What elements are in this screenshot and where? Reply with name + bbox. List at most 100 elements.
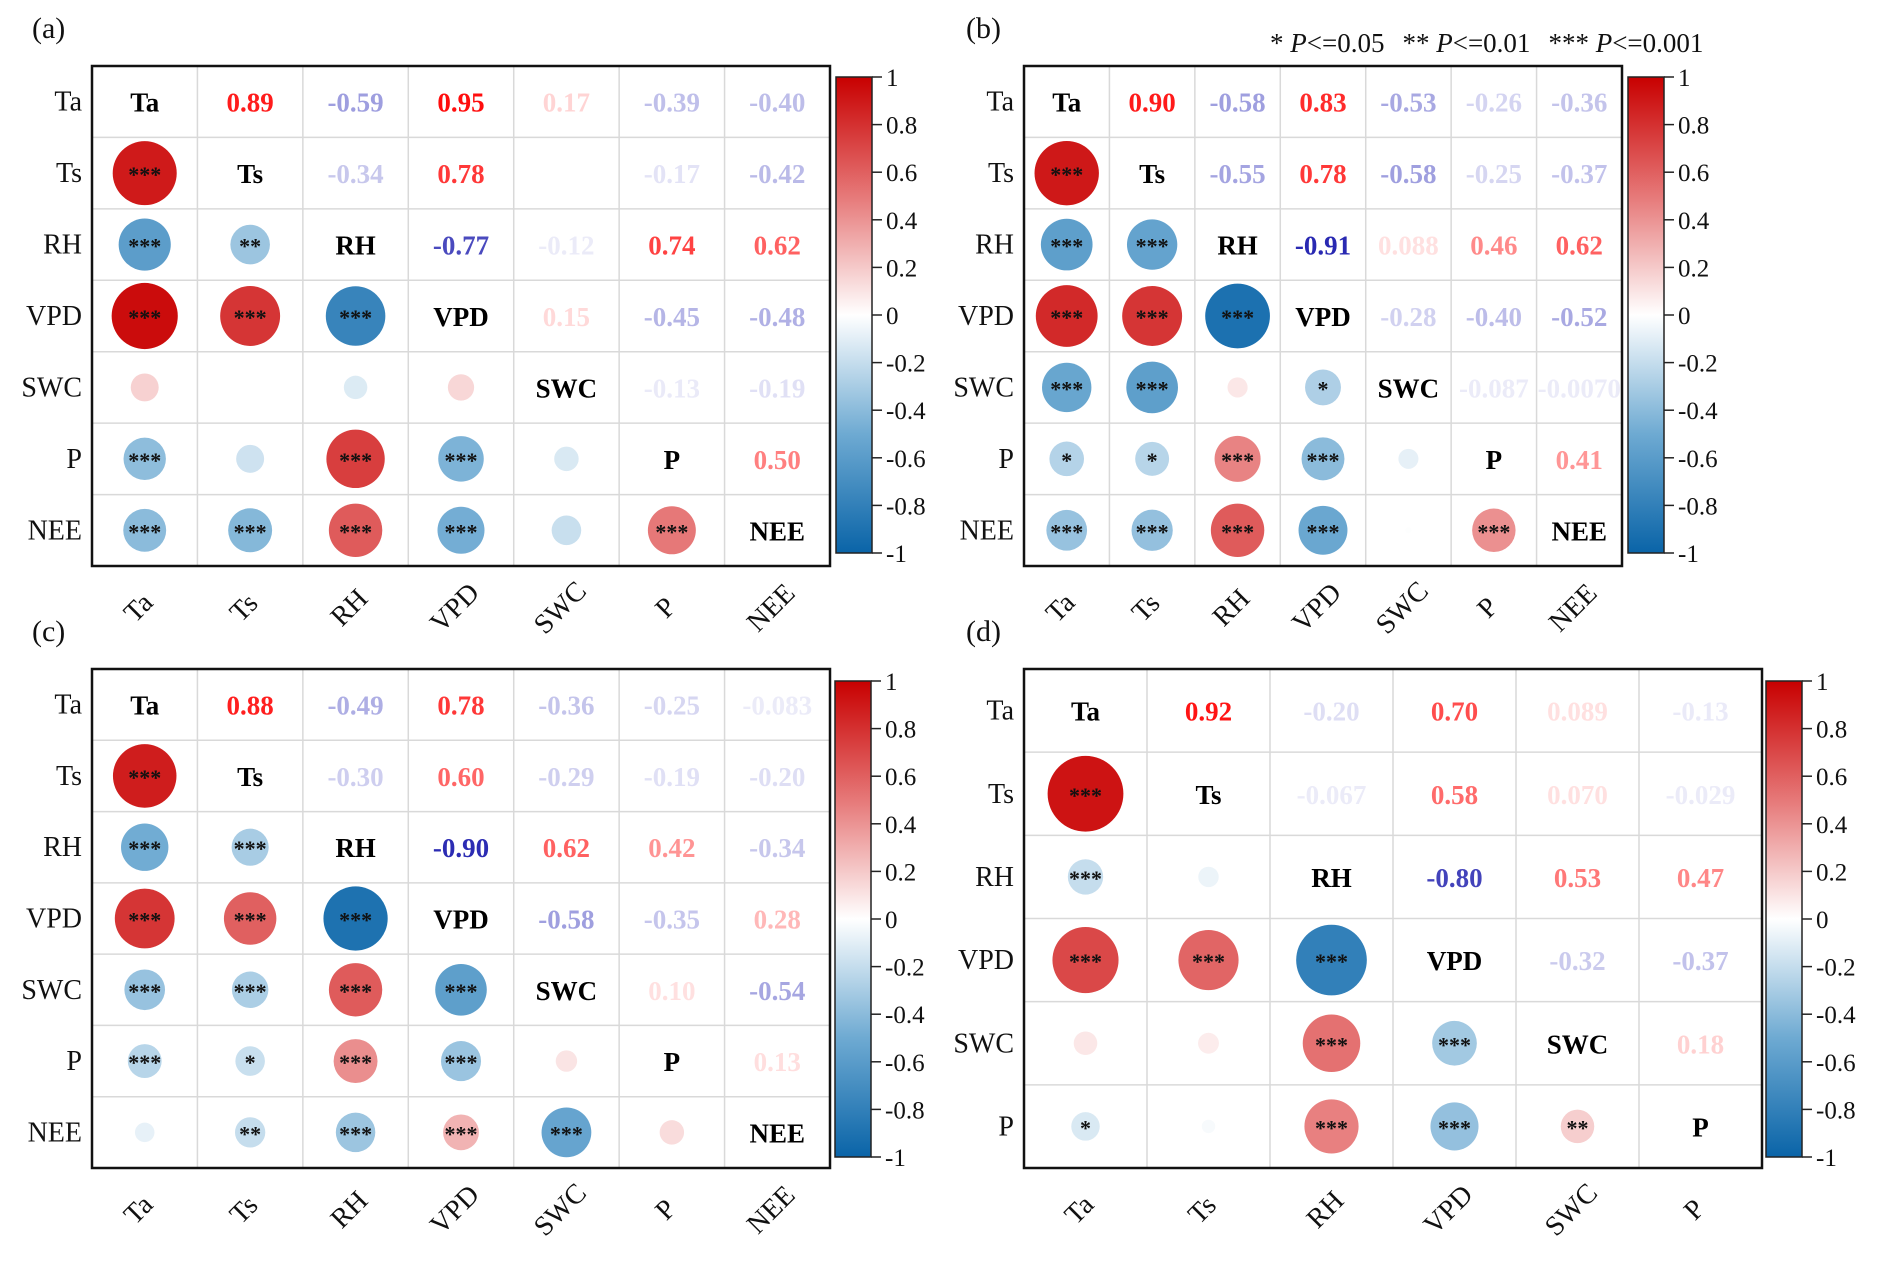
panel-label: (b)	[966, 12, 1001, 45]
correlation-value: -0.53	[1380, 88, 1436, 118]
correlation-value: 0.28	[754, 905, 801, 935]
diagonal-label: SWC	[1547, 1029, 1609, 1059]
legend-threshold: <=0.01	[1453, 28, 1531, 58]
colorbar-tick-label: -1	[1816, 1145, 1837, 1172]
correlation-value: 0.070	[1547, 780, 1608, 810]
colorbar-tick-label: -1	[886, 541, 907, 568]
column-label: Ta	[118, 587, 160, 629]
correlation-circle	[1405, 527, 1412, 534]
legend-p: P	[1595, 28, 1613, 58]
correlation-value: 0.58	[1431, 780, 1478, 810]
colorbar-tick-label: 0	[885, 907, 898, 934]
row-label: NEE	[28, 515, 82, 546]
correlation-circle	[1073, 1031, 1098, 1056]
colorbar-tick-label: 0.8	[1816, 717, 1847, 744]
correlation-value: 0.18	[1677, 1029, 1724, 1059]
correlation-circle	[1126, 219, 1178, 270]
colorbar-tick-label: -1	[1678, 541, 1699, 568]
diagonal-label: Ts	[1195, 780, 1221, 810]
correlation-circle	[1126, 361, 1178, 414]
correlation-circle	[1296, 924, 1367, 996]
significance-stars: **	[1567, 1115, 1589, 1140]
correlation-circle	[1432, 1020, 1477, 1066]
correlation-circle	[443, 1114, 479, 1151]
correlation-value: -0.26	[1466, 88, 1522, 118]
correlation-value: 0.47	[1677, 863, 1724, 893]
correlation-value: -0.087	[1459, 373, 1529, 403]
correlation-circle	[234, 1117, 266, 1148]
diagonal-label: NEE	[1552, 516, 1608, 546]
correlation-value: 0.89	[227, 88, 274, 118]
row-label: P	[66, 1046, 82, 1077]
correlation-circle	[1034, 140, 1099, 206]
panel-frame	[1022, 64, 1624, 568]
row-label: Ts	[988, 158, 1014, 189]
legend-stars: **	[1402, 28, 1436, 58]
correlation-circle	[555, 1050, 578, 1072]
column-label: NEE	[741, 578, 801, 638]
colorbar	[835, 76, 873, 554]
colorbar-tick-label: 0.4	[886, 208, 918, 235]
diagonal-label: RH	[1217, 231, 1258, 261]
column-label: P	[1678, 1194, 1711, 1227]
correlation-circle	[333, 1039, 378, 1084]
diagonal-label: Ts	[237, 159, 263, 189]
correlation-value: 0.70	[1431, 697, 1478, 727]
significance-stars: ***	[1050, 305, 1083, 330]
significance-stars: ***	[128, 519, 161, 544]
row-label: VPD	[958, 945, 1014, 976]
correlation-circle	[123, 508, 167, 552]
correlation-circle	[647, 506, 696, 555]
significance-stars: *	[1318, 376, 1329, 401]
correlation-value: -0.25	[644, 691, 700, 721]
significance-stars: ***	[128, 305, 161, 330]
significance-stars: ***	[234, 519, 267, 544]
colorbar-tick-label: -0.2	[886, 351, 926, 378]
column-label: SWC	[528, 1178, 593, 1243]
diagonal-label: P	[664, 1047, 681, 1077]
panel-label: (d)	[966, 615, 1001, 648]
correlation-value: 0.88	[227, 691, 274, 721]
significance-stars: ***	[1315, 1115, 1348, 1140]
correlation-value: -0.52	[1551, 302, 1607, 332]
significance-stars: ***	[1438, 1032, 1471, 1057]
correlation-value: 0.92	[1185, 697, 1232, 727]
correlation-value: -0.55	[1209, 159, 1265, 189]
colorbar-tick-label: -0.4	[1678, 398, 1718, 425]
correlation-circle	[343, 375, 368, 400]
significance-stars: ***	[339, 305, 372, 330]
colorbar-tick-label: -0.4	[1816, 1002, 1856, 1029]
legend-stars: ***	[1548, 28, 1595, 58]
correlation-circle	[127, 1044, 162, 1079]
correlation-circle	[112, 744, 177, 808]
column-label: Ts	[1126, 588, 1166, 628]
correlation-circle	[1298, 505, 1348, 555]
significance-stars: ***	[1477, 519, 1510, 544]
correlation-value: -0.90	[433, 833, 489, 863]
column-label: RH	[1301, 1185, 1350, 1234]
row-label: SWC	[21, 975, 82, 1006]
correlation-circle	[236, 444, 265, 473]
significance-stars: ***	[1221, 305, 1254, 330]
significance-stars: ***	[128, 162, 161, 187]
column-label: SWC	[528, 576, 593, 641]
correlation-value: -0.28	[1380, 302, 1436, 332]
correlation-circle	[112, 141, 177, 206]
diagonal-label: NEE	[750, 1118, 806, 1148]
significance-stars: ***	[445, 1121, 478, 1146]
correlation-circle	[230, 224, 270, 265]
significance-stars: ***	[339, 448, 372, 473]
correlation-value: -0.91	[1295, 231, 1351, 261]
correlation-value: -0.40	[1466, 302, 1522, 332]
row-label: NEE	[28, 1117, 82, 1148]
correlation-circle	[554, 446, 579, 472]
correlation-circle	[1131, 509, 1173, 551]
colorbar-tick-label: 0.8	[1678, 113, 1709, 140]
colorbar-tick-label: 0	[886, 303, 899, 330]
diagonal-label: SWC	[536, 373, 598, 403]
significance-stars: ***	[1136, 234, 1169, 259]
significance-stars: ***	[1050, 162, 1083, 187]
significance-stars: ***	[339, 1050, 372, 1075]
correlation-value: -0.19	[749, 373, 805, 403]
